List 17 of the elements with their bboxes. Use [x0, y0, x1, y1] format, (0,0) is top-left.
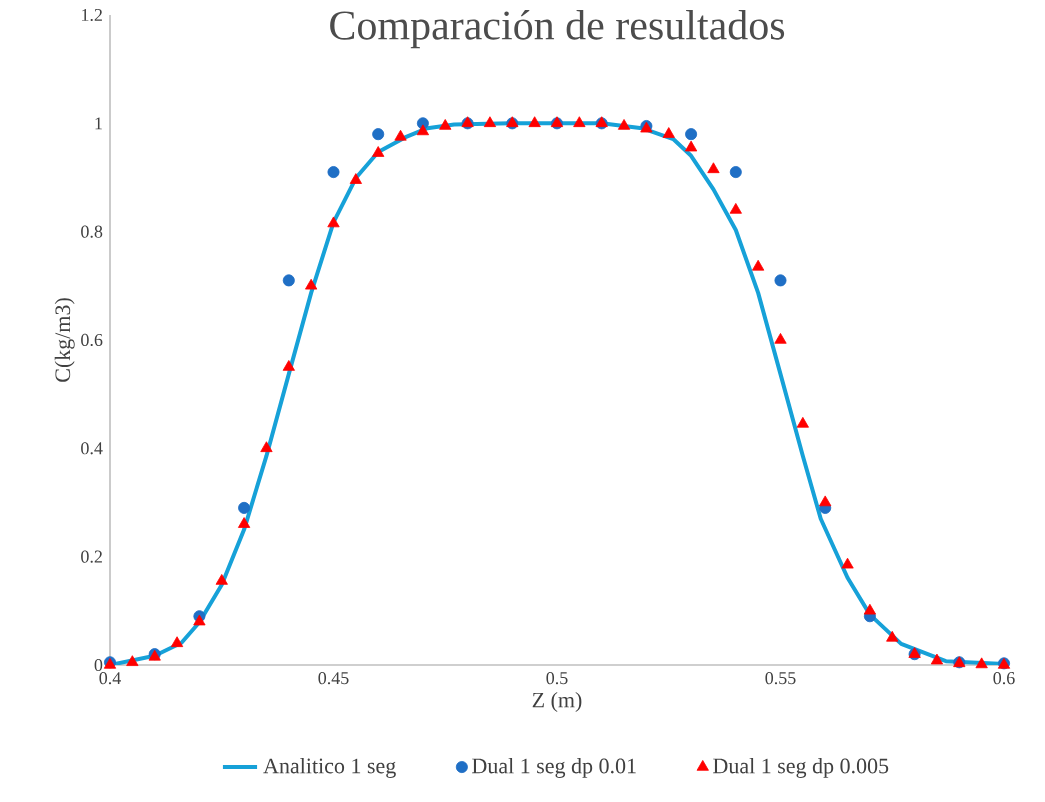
- y-tick-label: 1.2: [82, 8, 102, 22]
- y-tick-label: 0.2: [81, 550, 102, 563]
- x-tick-label: 0.6: [993, 672, 1015, 685]
- legend-label: Dual 1 seg dp 0.005: [713, 757, 889, 778]
- y-tick-label: 0.8: [81, 225, 103, 238]
- chart-title: Comparación de resultados: [330, 10, 785, 49]
- legend-label: Analitico 1 seg: [263, 757, 396, 778]
- legend-label: Dual 1 seg dp 0.01: [472, 757, 636, 778]
- y-tick-label: 1: [95, 117, 102, 130]
- x-tick-label: 0.55: [765, 672, 796, 685]
- y-tick-label: 0: [94, 658, 103, 672]
- x-tick-label: 0.45: [318, 672, 349, 685]
- x-tick-label: 0.5: [546, 672, 568, 685]
- y-tick-label: 0.6: [81, 333, 103, 347]
- y-tick-label: 0.4: [81, 442, 103, 455]
- y-axis-title: C(kg/m3): [54, 298, 75, 382]
- x-axis-title: Z (m): [532, 692, 582, 712]
